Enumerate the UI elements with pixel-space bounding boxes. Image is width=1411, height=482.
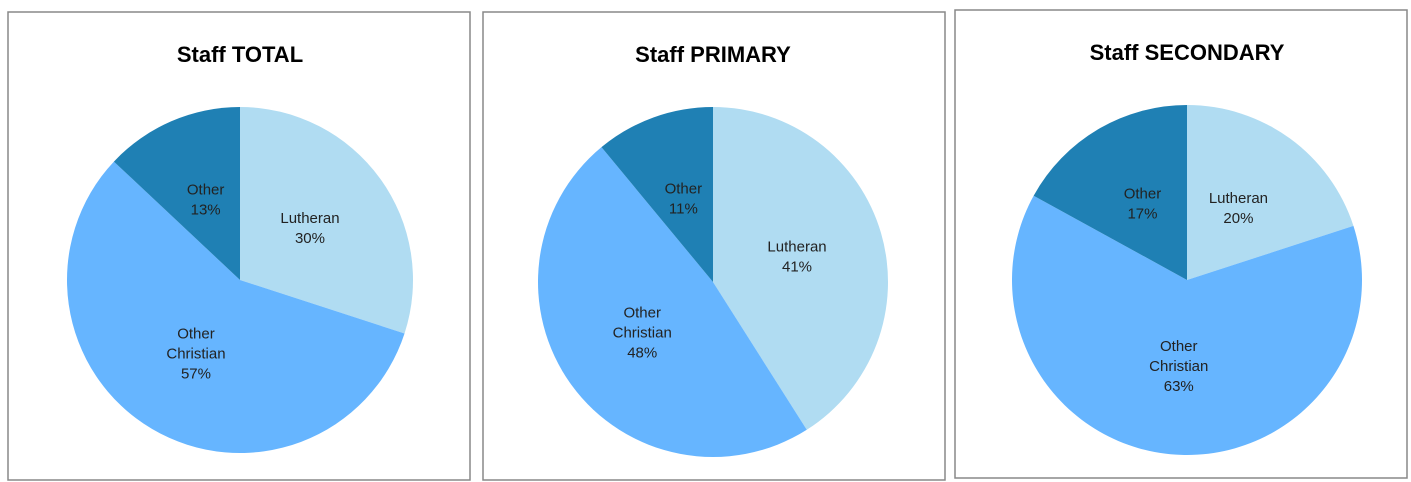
- slice-value-label: 30%: [295, 230, 325, 247]
- pie-slice: [537, 147, 807, 458]
- pie-slice: [240, 107, 414, 334]
- slice-value-label: 17%: [1127, 206, 1157, 223]
- slice-value-label: 41%: [782, 259, 812, 276]
- pie-slice: [601, 107, 713, 282]
- slice-category: Other Christian: [166, 325, 225, 362]
- slice-category: Lutheran: [767, 239, 826, 256]
- slice-category: Lutheran: [280, 210, 339, 227]
- slice-category: Other: [1124, 186, 1162, 203]
- slice-value-label: 57%: [181, 365, 211, 382]
- pie-slice: [1012, 195, 1363, 455]
- pie-slice: [1187, 104, 1354, 280]
- pie-slice: [113, 107, 240, 280]
- slice-value-label: 20%: [1223, 210, 1253, 227]
- slice-value-label: 13%: [191, 202, 221, 219]
- slice-value-label: 11%: [669, 201, 698, 218]
- slice-value-label: 48%: [627, 344, 657, 361]
- slice-value-label: 63%: [1164, 378, 1194, 395]
- slice-category: Other: [187, 182, 225, 199]
- chart-title: Staff PRIMARY: [635, 42, 791, 67]
- chart-title: Staff TOTAL: [177, 42, 303, 67]
- slice-category: Other Christian: [1149, 338, 1208, 375]
- slice-category: Lutheran: [1209, 190, 1268, 207]
- slice-category: Other Christian: [613, 304, 672, 341]
- pie-slice: [713, 107, 889, 430]
- pie-slice: [66, 161, 405, 453]
- slice-category: Other: [665, 181, 703, 198]
- chart-title: Staff SECONDARY: [1090, 40, 1285, 65]
- pie-slice: [1033, 105, 1187, 280]
